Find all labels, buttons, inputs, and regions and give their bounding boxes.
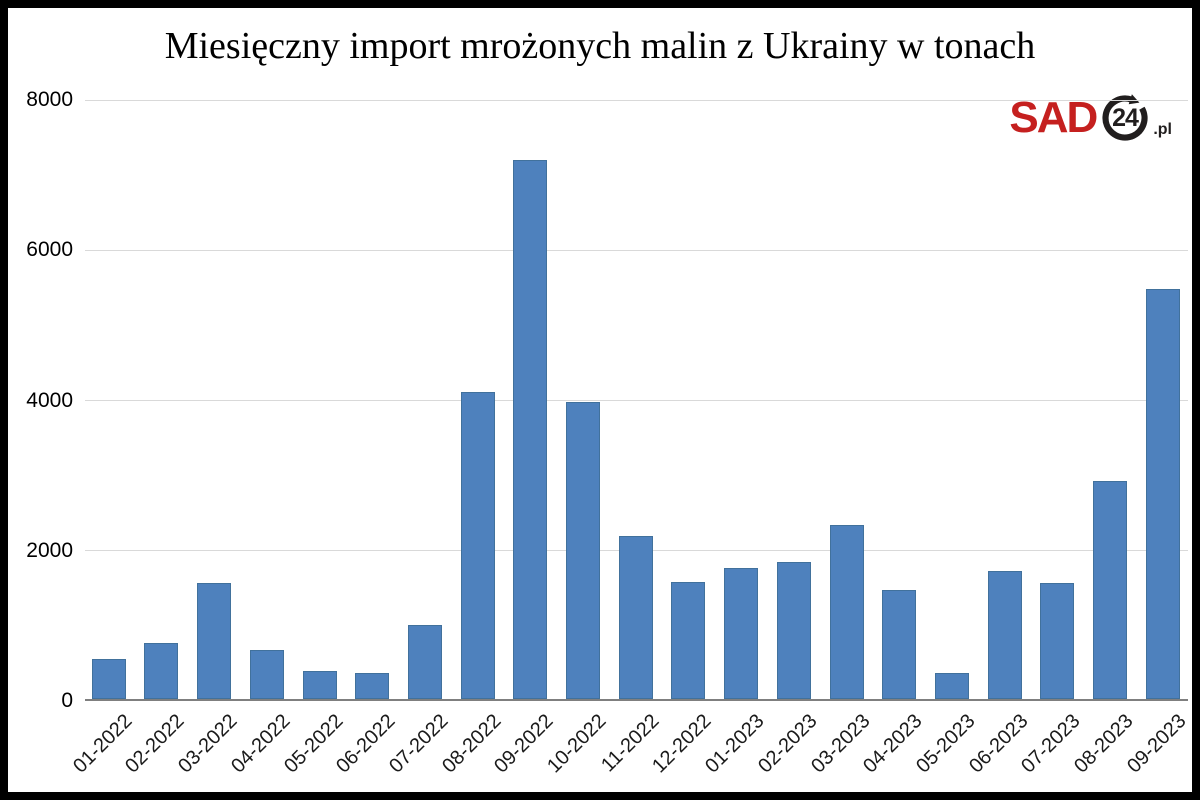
bar-05-2022: [302, 671, 337, 699]
chart-title: Miesięczny import mrożonych malin z Ukra…: [164, 25, 1036, 67]
chart-canvas: Miesięczny import mrożonych malin z Ukra…: [8, 8, 1192, 792]
y-tick-label: 6000: [26, 238, 73, 262]
bar-01-2022: [91, 659, 126, 699]
bar-03-2022: [197, 583, 232, 699]
bar-04-2022: [249, 650, 284, 699]
gridline: [85, 400, 1188, 401]
x-tick-label: 03-2022: [174, 710, 242, 778]
gridline: [85, 249, 1188, 251]
bar-08-2022: [460, 392, 495, 699]
plot-area: 0 2000 4000 6000 8000 01-2022 02-2022 03-2022 04…: [26, 88, 1190, 777]
bar-07-2023: [1040, 583, 1075, 699]
bar-06-2022: [355, 673, 390, 699]
logo-text-pl: .pl: [1153, 121, 1172, 138]
sad24-logo: SAD 24 .pl: [1009, 86, 1172, 142]
bar-09-2022: [513, 160, 548, 699]
bar-07-2022: [407, 625, 442, 699]
y-tick-label: 4000: [26, 388, 73, 412]
bar-06-2023: [987, 571, 1022, 699]
logo-text-sad: SAD: [1009, 93, 1098, 142]
x-axis-line: [85, 699, 1188, 701]
logo-text-24: 24: [1112, 104, 1139, 132]
y-tick-label: 2000: [26, 538, 73, 562]
bar-02-2022: [144, 643, 179, 699]
bar-08-2023: [1093, 481, 1127, 699]
gridline: [85, 99, 1188, 101]
bar-05-2023: [934, 673, 969, 699]
x-tick-label: 08-2023: [1070, 710, 1138, 778]
bar-03-2023: [829, 525, 864, 699]
bar-01-2023: [724, 568, 759, 699]
bar-02-2023: [776, 562, 811, 699]
bar-10-2022: [566, 402, 600, 699]
bar-04-2023: [882, 590, 917, 699]
bar-12-2022: [671, 582, 706, 699]
x-tick-label: 10-2022: [543, 710, 611, 778]
x-tick-label: 01-2023: [701, 710, 769, 778]
bar-11-2022: [618, 536, 653, 699]
y-tick-label: 0: [61, 689, 73, 712]
logo-24-circular-arrow-icon: 24: [1098, 88, 1152, 142]
y-tick-label: 8000: [26, 88, 73, 111]
bar-09-2023: [1145, 289, 1180, 699]
